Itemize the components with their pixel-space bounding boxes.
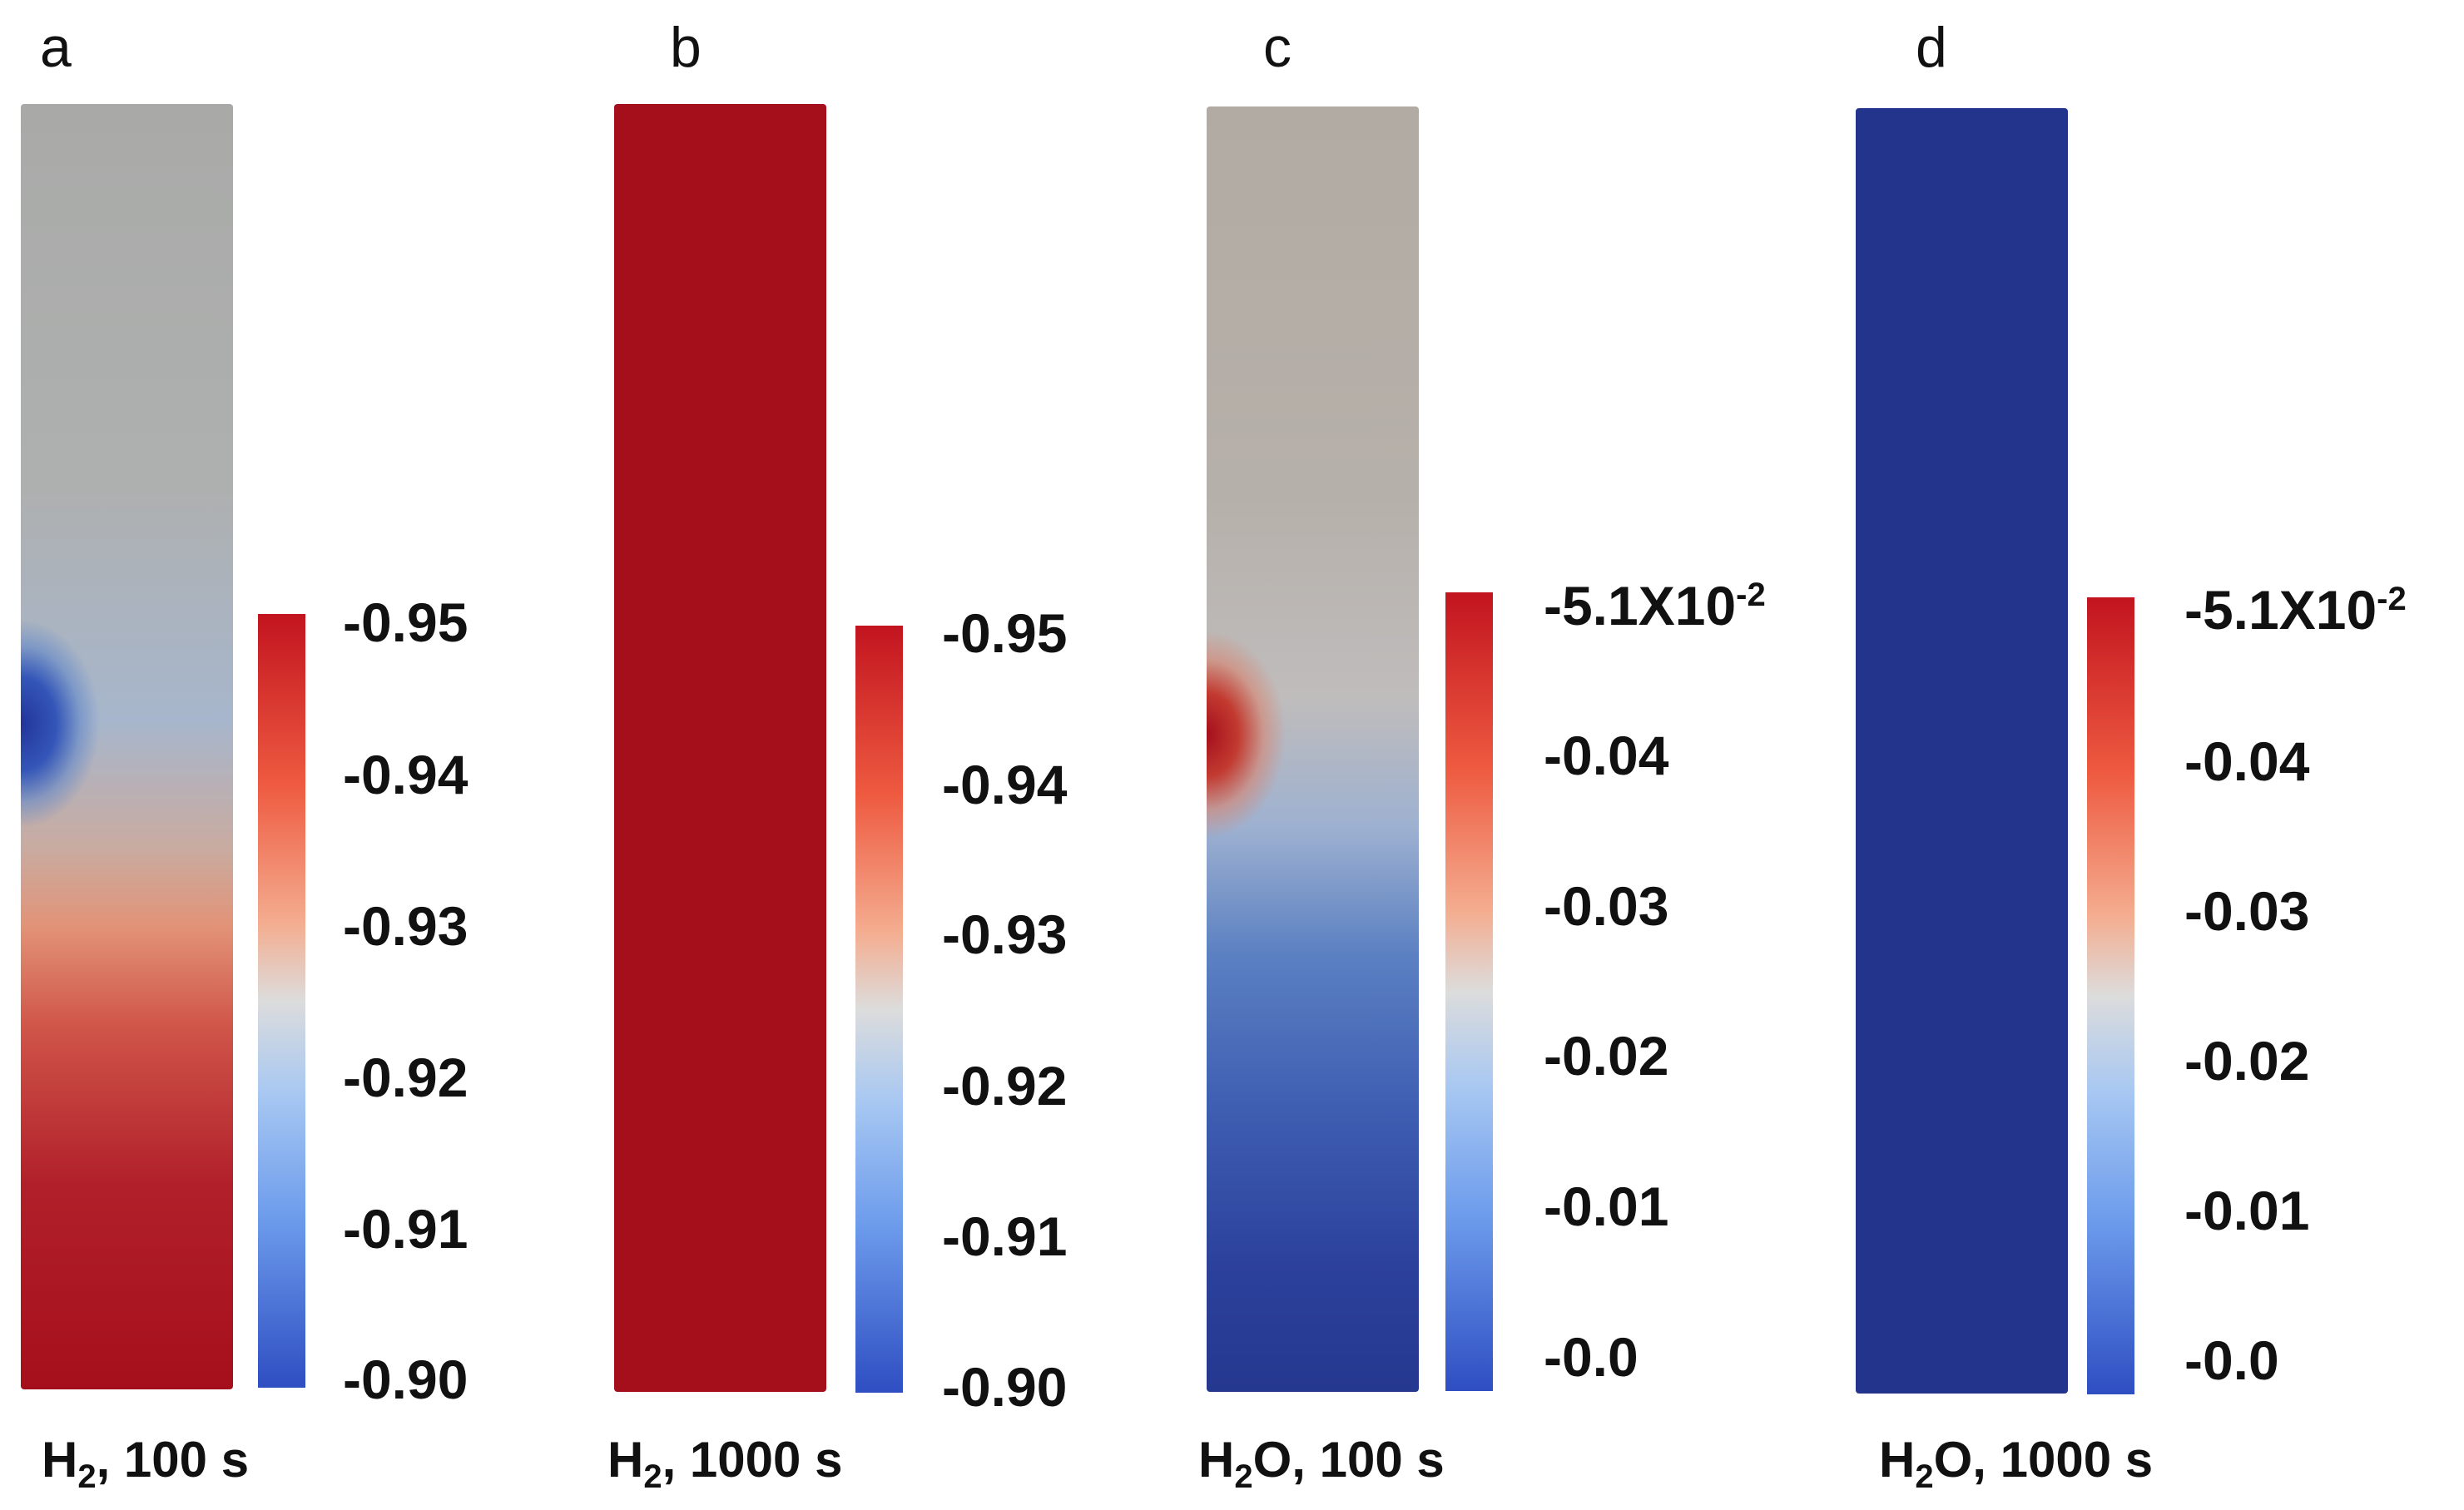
colorbar bbox=[258, 614, 305, 1388]
panel-a: a -0.95 -0.94 -0.93 -0.92 -0.91 -0.90 H2… bbox=[0, 0, 583, 1510]
colorbar-tick-label: -0.03 bbox=[1544, 875, 1669, 937]
panel-letter: c bbox=[1263, 16, 1291, 79]
colorbar-tick-label: -0.94 bbox=[942, 754, 1068, 815]
colorbar-tick-label: -0.92 bbox=[343, 1047, 469, 1108]
caption-species: H bbox=[42, 1432, 78, 1488]
panel-d: d -5.1X10-2 -0.04 -0.03 -0.02 -0.01 -0.0… bbox=[1839, 0, 2422, 1510]
colorbar-tick-label: -0.93 bbox=[343, 895, 469, 957]
colorbar-tick-label: -0.95 bbox=[343, 592, 469, 653]
caption-rest: , 1000 s bbox=[662, 1432, 843, 1488]
colorbar-tick-label: -0.92 bbox=[942, 1055, 1068, 1116]
field-h2o-100s bbox=[1207, 106, 1419, 1392]
colorbar bbox=[1445, 592, 1493, 1391]
caption-species: H bbox=[607, 1432, 644, 1488]
colorbar-top-mantissa: -5.1X10 bbox=[2184, 579, 2377, 641]
colorbar-top-exponent: -2 bbox=[2377, 581, 2407, 617]
panel-caption: H2, 1000 s bbox=[607, 1431, 842, 1496]
colorbar-tick-label: -0.93 bbox=[942, 904, 1068, 965]
caption-subscript: 2 bbox=[1234, 1458, 1253, 1495]
colorbar-tick-label: -0.91 bbox=[942, 1206, 1068, 1267]
colorbar-tick-label: -0.91 bbox=[343, 1198, 469, 1260]
field-h2-1000s bbox=[614, 104, 826, 1392]
colorbar-tick-label: -5.1X10-2 bbox=[2184, 582, 2407, 637]
colorbar-top-mantissa: -5.1X10 bbox=[1544, 575, 1737, 636]
panel-letter: a bbox=[40, 16, 72, 79]
colorbar-tick-label: -0.95 bbox=[942, 602, 1068, 664]
colorbar-top-exponent: -2 bbox=[1736, 577, 1766, 613]
colorbar-tick-label: -0.0 bbox=[2184, 1329, 2279, 1391]
caption-rest: , 100 s bbox=[96, 1432, 250, 1488]
colorbar-tick-label: -0.90 bbox=[343, 1349, 469, 1410]
colorbar-tick-label: -5.1X10-2 bbox=[1544, 578, 1766, 633]
colorbar-tick-label: -0.02 bbox=[1544, 1025, 1669, 1087]
field-h2o-1000s bbox=[1856, 108, 2068, 1394]
colorbar-tick-label: -0.02 bbox=[2184, 1030, 2310, 1092]
colorbar-tick-label: -0.0 bbox=[1544, 1326, 1639, 1388]
colorbar bbox=[2087, 597, 2134, 1394]
caption-rest: O, 1000 s bbox=[1933, 1432, 2154, 1488]
colorbar-tick-label: -0.94 bbox=[343, 744, 469, 805]
caption-species: H bbox=[1879, 1432, 1916, 1488]
colorbar-tick-label: -0.01 bbox=[2184, 1180, 2310, 1241]
caption-subscript: 2 bbox=[643, 1458, 662, 1495]
panel-caption: H2O, 100 s bbox=[1198, 1431, 1445, 1496]
panel-letter: d bbox=[1916, 16, 1947, 79]
panel-caption: H2O, 1000 s bbox=[1879, 1431, 2153, 1496]
colorbar-tick-label: -0.90 bbox=[942, 1356, 1068, 1418]
caption-species: H bbox=[1198, 1432, 1235, 1488]
colorbar-tick-label: -0.04 bbox=[1544, 725, 1669, 786]
colorbar-tick-label: -0.03 bbox=[2184, 880, 2310, 942]
panel-c: c -5.1X10-2 -0.04 -0.03 -0.02 -0.01 -0.0… bbox=[1198, 0, 1781, 1510]
caption-subscript: 2 bbox=[1915, 1458, 1934, 1495]
colorbar bbox=[855, 626, 903, 1393]
caption-subscript: 2 bbox=[77, 1458, 97, 1495]
panel-b: b -0.95 -0.94 -0.93 -0.92 -0.91 -0.90 H2… bbox=[599, 0, 1182, 1510]
colorbar-tick-label: -0.01 bbox=[1544, 1176, 1669, 1237]
panel-letter: b bbox=[670, 16, 702, 79]
colorbar-tick-label: -0.04 bbox=[2184, 730, 2310, 792]
caption-rest: O, 100 s bbox=[1252, 1432, 1445, 1488]
field-h2-100s bbox=[21, 104, 233, 1389]
panel-caption: H2, 100 s bbox=[42, 1431, 249, 1496]
